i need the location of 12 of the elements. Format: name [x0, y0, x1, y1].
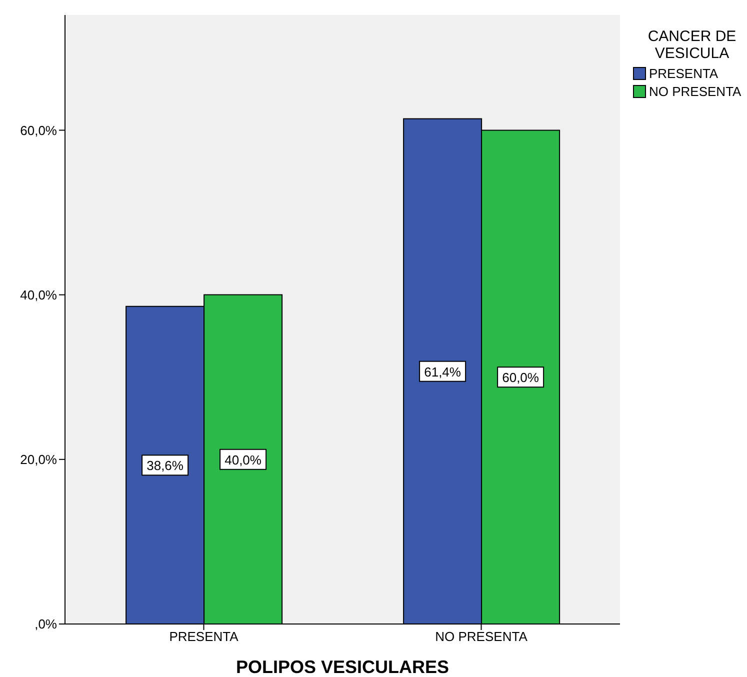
y-tick-label: 40,0% — [20, 287, 58, 302]
legend-label: PRESENTA — [649, 66, 718, 81]
data-label: 61,4% — [424, 364, 462, 380]
data-label: 38,6% — [146, 458, 184, 474]
data-label: 40,0% — [224, 452, 262, 468]
data-label: 60,0% — [502, 370, 540, 386]
y-tick-label: 60,0% — [20, 122, 58, 138]
y-tick-label: 20,0% — [20, 452, 58, 468]
y-tick-label: ,0% — [34, 616, 58, 632]
legend-label: NO PRESENTA — [649, 84, 742, 99]
x-axis-title: POLIPOS VESICULARES — [236, 657, 450, 677]
legend-title: CANCER DE VESICULA — [646, 28, 738, 62]
